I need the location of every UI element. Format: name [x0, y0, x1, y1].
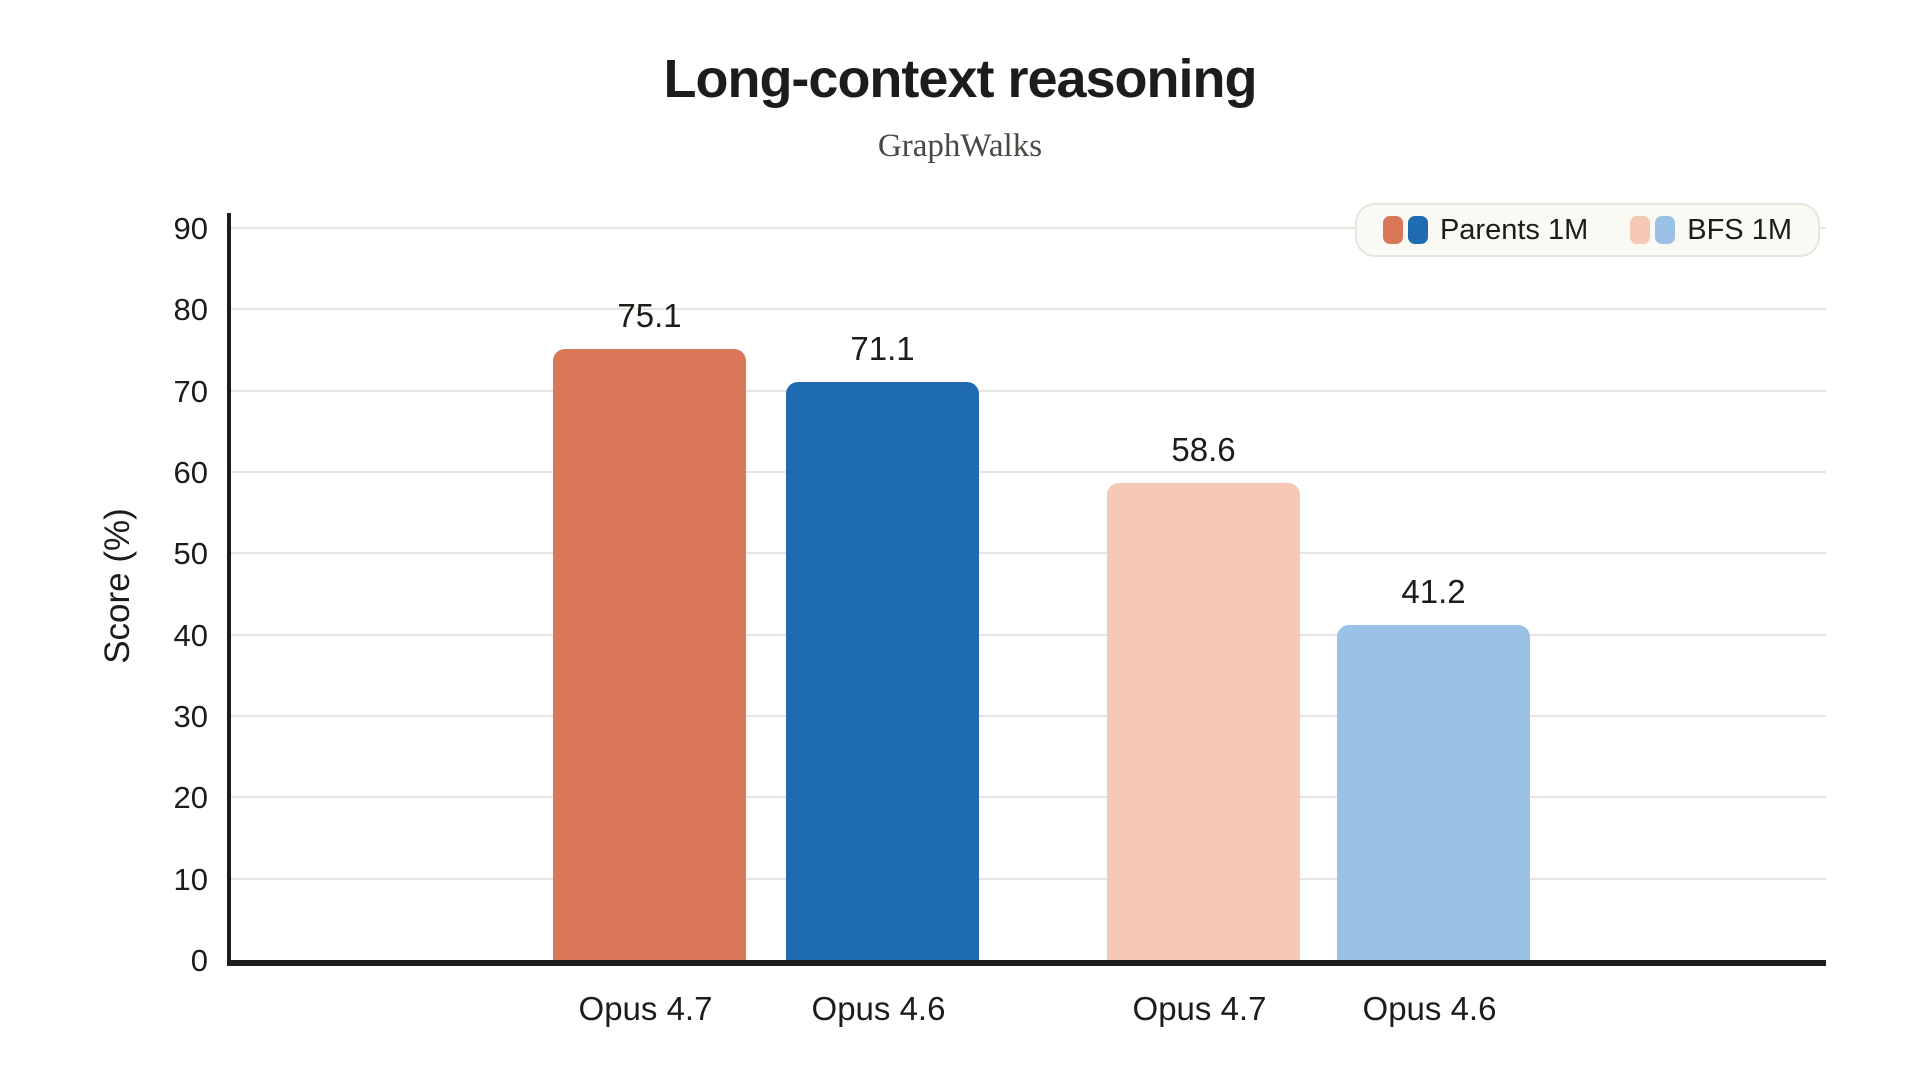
- y-tick-label-90: 90: [173, 211, 208, 246]
- x-tick-label-3: Opus 4.6: [1362, 990, 1497, 1027]
- gridline-70: [231, 389, 1826, 392]
- plot-area: 75.1 71.1 58.6 41.2: [227, 213, 1826, 966]
- gridline-20: [231, 796, 1826, 799]
- legend-swatch: [1630, 216, 1651, 244]
- y-tick-label-60: 60: [173, 455, 208, 490]
- x-tick-label-0: Opus 4.7: [578, 990, 713, 1027]
- x-tick-label-2: Opus 4.7: [1132, 990, 1267, 1027]
- gridline-10: [231, 877, 1826, 880]
- legend-item-bfs-1m: BFS 1M: [1630, 214, 1792, 247]
- y-tick-label-50: 50: [173, 536, 208, 572]
- bar-parents-1m-opus-4.7: [553, 349, 746, 960]
- legend-label: BFS 1M: [1687, 213, 1792, 246]
- legend-swatches: [1630, 216, 1676, 244]
- bar-value-label: 41.2: [1401, 572, 1466, 610]
- legend: Parents 1M BFS 1M: [1354, 203, 1820, 257]
- bar-bfs-1m-opus-4.7: [1107, 483, 1300, 960]
- bar-bfs-1m-opus-4.6: [1337, 624, 1530, 960]
- chart-subtitle: GraphWalks: [877, 128, 1043, 164]
- legend-label: Parents 1M: [1439, 213, 1589, 246]
- y-tick-label-40: 40: [173, 617, 208, 653]
- bar-parents-1m-opus-4.6: [786, 381, 979, 960]
- y-tick-label-30: 30: [173, 699, 208, 734]
- legend-swatches: [1382, 216, 1428, 244]
- x-tick-label-1: Opus 4.6: [811, 990, 946, 1027]
- y-tick-label-80: 80: [173, 292, 208, 328]
- gridline-90: [231, 227, 1826, 229]
- legend-swatch: [1655, 216, 1676, 244]
- y-tick-label-70: 70: [173, 373, 208, 409]
- legend-swatch: [1382, 216, 1403, 244]
- gridline-40: [231, 633, 1826, 636]
- chart-title: Long-context reasoning: [663, 49, 1257, 109]
- gridline-60: [231, 471, 1826, 473]
- legend-item-parents-1m: Parents 1M: [1382, 213, 1589, 247]
- y-tick-label-0: 0: [190, 943, 208, 978]
- bar-value-label: 71.1: [850, 329, 915, 367]
- gridline-80: [231, 308, 1826, 311]
- gridline-50: [231, 552, 1826, 555]
- y-tick-label-20: 20: [173, 780, 208, 816]
- gridline-30: [231, 715, 1826, 717]
- y-tick-label-10: 10: [173, 861, 208, 897]
- bar-value-label: 75.1: [617, 297, 682, 335]
- bar-value-label: 58.6: [1171, 431, 1236, 469]
- legend-swatch: [1407, 216, 1428, 244]
